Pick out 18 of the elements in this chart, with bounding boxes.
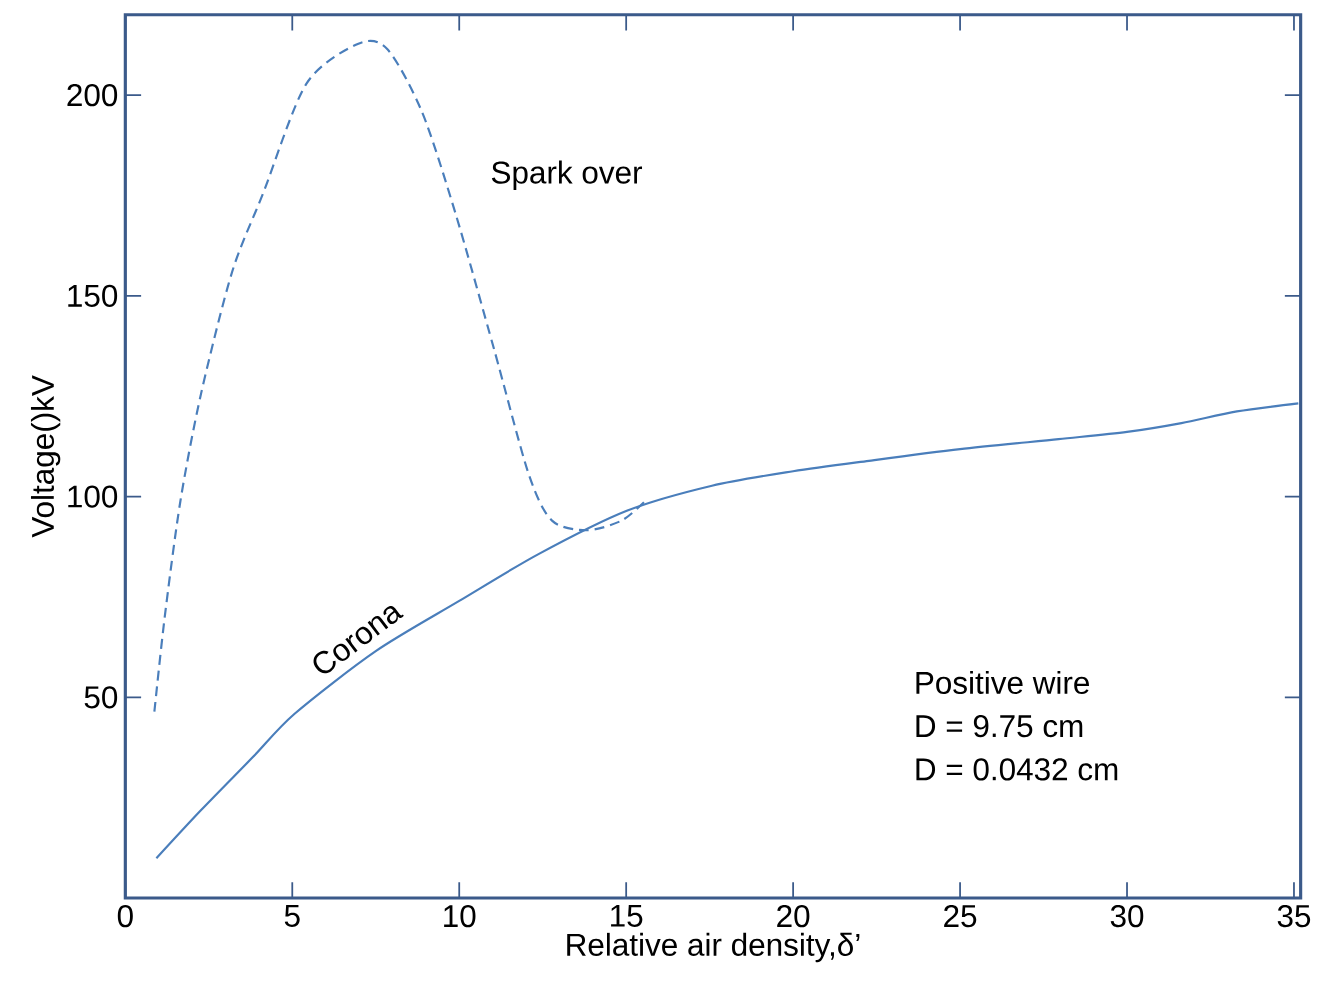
annotation: D = 9.75 cm	[916, 715, 1083, 738]
x-tick-label: 35	[1277, 905, 1311, 928]
x-tick-label: 20	[777, 905, 810, 928]
y-tick-label: 150	[68, 284, 118, 308]
x-tick-label: 5	[284, 905, 300, 928]
annotation: Positive wire	[916, 671, 1089, 695]
x-tick-label: 10	[444, 905, 476, 928]
x-axis-title: Relative air density,δ’	[567, 933, 860, 963]
annotation: D = 0.0432 cm	[916, 758, 1118, 781]
series-label: Spark over	[491, 160, 643, 191]
y-tick-label: 50	[84, 686, 118, 709]
x-tick-label: 0	[117, 905, 133, 928]
y-tick-label: 200	[67, 84, 118, 107]
x-tick-label: 15	[611, 905, 643, 928]
x-tick-label: 30	[1110, 905, 1144, 928]
x-tick-label: 25	[944, 905, 977, 928]
y-axis-title: Voltage()kV	[30, 375, 61, 538]
y-tick-label: 100	[68, 485, 118, 508]
